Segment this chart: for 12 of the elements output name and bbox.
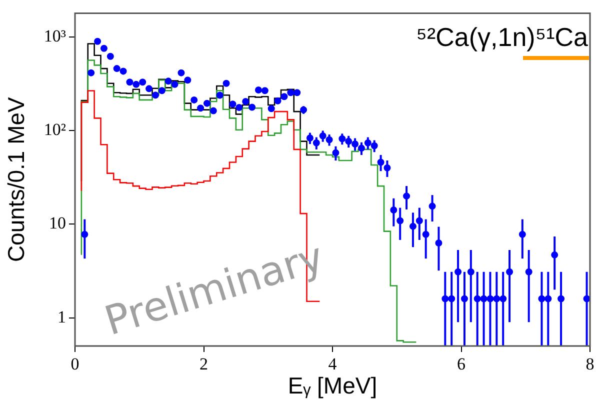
- y-axis-title: Counts/0.1 MeV: [3, 96, 30, 262]
- y-tick-label: 10³: [44, 26, 66, 46]
- x-tick-label: 4: [328, 354, 338, 374]
- x-tick-label: 0: [70, 354, 80, 374]
- y-tick-label: 10²: [44, 120, 66, 140]
- x-tick-label: 8: [586, 354, 594, 374]
- chart-title: ⁵²Ca(γ,1n)⁵¹Ca: [416, 22, 588, 60]
- y-tick-label: 1: [58, 307, 66, 326]
- x-tick-label: 2: [200, 354, 208, 374]
- y-tick-label: 10: [49, 214, 66, 233]
- x-axis-title: Eᵧ [MeV]: [288, 372, 378, 399]
- x-tick-label: 6: [457, 354, 466, 374]
